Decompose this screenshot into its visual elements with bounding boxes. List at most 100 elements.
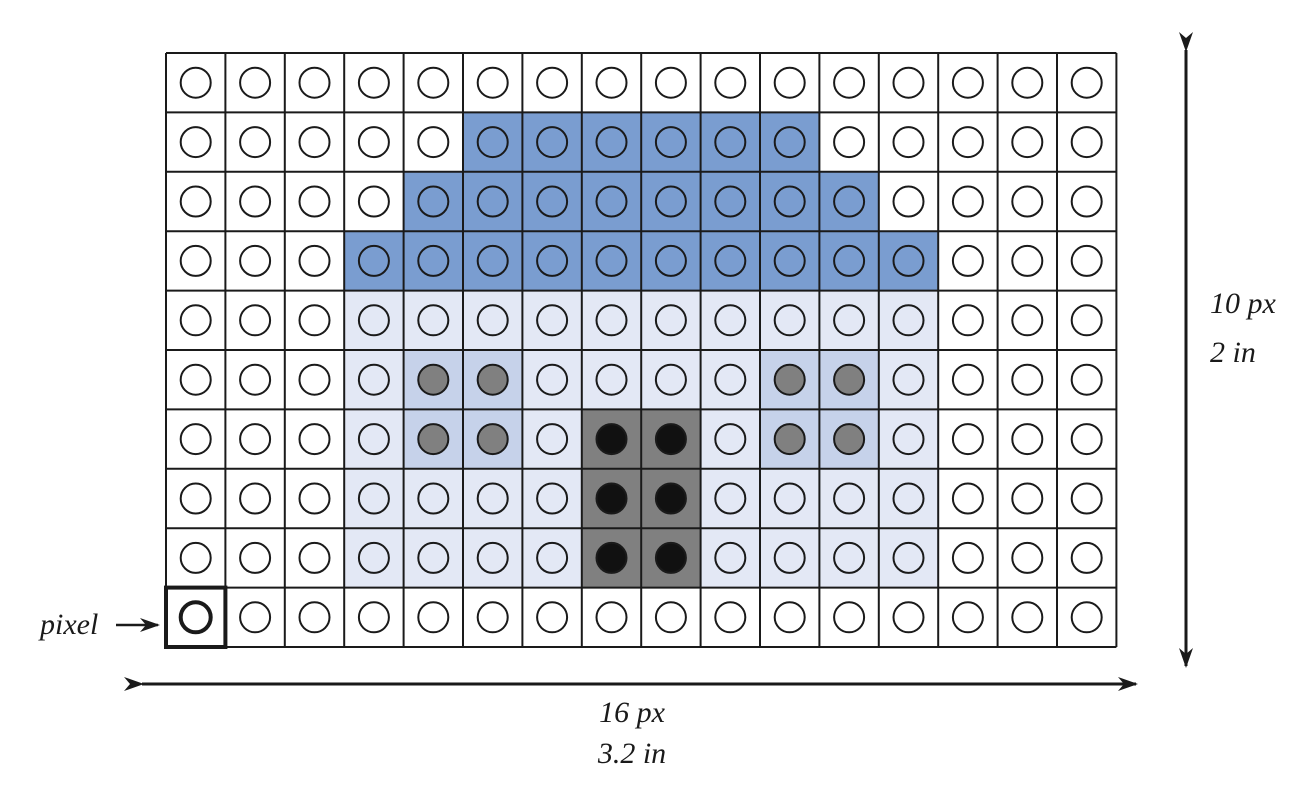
- pixel-dot: [892, 363, 925, 396]
- pixel-dot: [654, 541, 687, 574]
- pixel-dot: [298, 601, 331, 634]
- pixel-dot: [833, 423, 866, 456]
- pixel-dot: [179, 363, 212, 396]
- pixel-dot: [536, 66, 569, 99]
- pixel-dot: [476, 423, 509, 456]
- pixel-dot: [714, 423, 747, 456]
- pixel-dot: [239, 601, 272, 634]
- pixel-dot: [1070, 482, 1103, 515]
- pixel-dot: [714, 126, 747, 159]
- pixel-dot: [951, 601, 984, 634]
- pixel-dot: [179, 304, 212, 337]
- pixel-dot: [714, 601, 747, 634]
- pixel-dot: [595, 304, 628, 337]
- pixel-dot: [476, 363, 509, 396]
- pixel-dot: [714, 482, 747, 515]
- pixel-dot: [1070, 244, 1103, 277]
- pixel-dot: [951, 541, 984, 574]
- pixel-dot: [476, 185, 509, 218]
- pixel-dot: [892, 126, 925, 159]
- pixel-dot: [357, 126, 390, 159]
- pixel-dot: [714, 185, 747, 218]
- pixel-dot: [357, 423, 390, 456]
- pixel-dot: [1011, 482, 1044, 515]
- pixel-dot: [773, 363, 806, 396]
- pixel-dot: [892, 423, 925, 456]
- pixel-dot: [417, 482, 450, 515]
- pixel-dot: [892, 541, 925, 574]
- pixel-dot: [298, 244, 331, 277]
- pixel-dot: [892, 66, 925, 99]
- pixel-dot: [357, 185, 390, 218]
- pixel-dot: [239, 423, 272, 456]
- pixel-dot: [179, 244, 212, 277]
- pixel-dot: [654, 244, 687, 277]
- pixel-dot: [892, 482, 925, 515]
- pixel-dot: [357, 244, 390, 277]
- pixel-dot: [951, 126, 984, 159]
- pixel-dot: [892, 601, 925, 634]
- pixel-dot: [595, 423, 628, 456]
- pixel-dot: [714, 304, 747, 337]
- pixel-dot: [417, 66, 450, 99]
- pixel-dot: [298, 363, 331, 396]
- pixel-dot: [595, 185, 628, 218]
- pixel-dot: [833, 363, 866, 396]
- pixel-dot: [833, 482, 866, 515]
- pixel-dot: [1070, 363, 1103, 396]
- pixel-dot: [536, 244, 569, 277]
- pixel-dot: [178, 600, 213, 635]
- width-in-label: 3.2 in: [597, 737, 666, 770]
- pixel-dot: [892, 185, 925, 218]
- pixel-dot: [773, 482, 806, 515]
- highlighted-pixel: [164, 585, 228, 649]
- pixel-dot: [1070, 423, 1103, 456]
- pixel-dot: [833, 66, 866, 99]
- pixel-dot: [357, 66, 390, 99]
- pixel-dot: [536, 363, 569, 396]
- pixel-dot: [476, 541, 509, 574]
- pixel-dot: [654, 126, 687, 159]
- pixel-dot: [536, 126, 569, 159]
- pixel-dot: [951, 482, 984, 515]
- pixel-dot: [239, 66, 272, 99]
- pixel-dot: [417, 541, 450, 574]
- pixel-dot: [179, 541, 212, 574]
- pixel-dot: [595, 126, 628, 159]
- pixel-dot: [239, 126, 272, 159]
- pixel-dot: [417, 244, 450, 277]
- pixel-dot: [1011, 423, 1044, 456]
- pixel-dot: [714, 66, 747, 99]
- pixel-dot: [833, 185, 866, 218]
- pixel-dot: [951, 423, 984, 456]
- pixel-grid: [164, 52, 1118, 649]
- pixel-dot: [951, 244, 984, 277]
- height-px-label: 10 px: [1210, 287, 1277, 320]
- pixel-dot: [654, 66, 687, 99]
- pixel-dot: [773, 601, 806, 634]
- pixel-dot: [239, 363, 272, 396]
- pixel-dot: [179, 423, 212, 456]
- pixel-dot: [417, 304, 450, 337]
- pixel-dot: [357, 363, 390, 396]
- pixel-dot: [476, 126, 509, 159]
- pixel-dot: [417, 126, 450, 159]
- pixel-dot: [951, 363, 984, 396]
- pixel-dot: [773, 185, 806, 218]
- pixel-dot: [239, 304, 272, 337]
- pixel-dot: [298, 423, 331, 456]
- pixel-dot: [714, 363, 747, 396]
- pixel-dot: [1011, 304, 1044, 337]
- pixel-dot: [773, 304, 806, 337]
- pixel-label: pixel: [38, 608, 98, 641]
- pixel-dot: [714, 244, 747, 277]
- pixel-dot: [951, 304, 984, 337]
- pixel-dot: [892, 304, 925, 337]
- pixel-dot: [417, 423, 450, 456]
- height-in-label: 2 in: [1210, 336, 1256, 369]
- pixel-dot: [595, 244, 628, 277]
- pixel-dot: [773, 66, 806, 99]
- pixel-dot: [476, 304, 509, 337]
- pixel-dot: [714, 541, 747, 574]
